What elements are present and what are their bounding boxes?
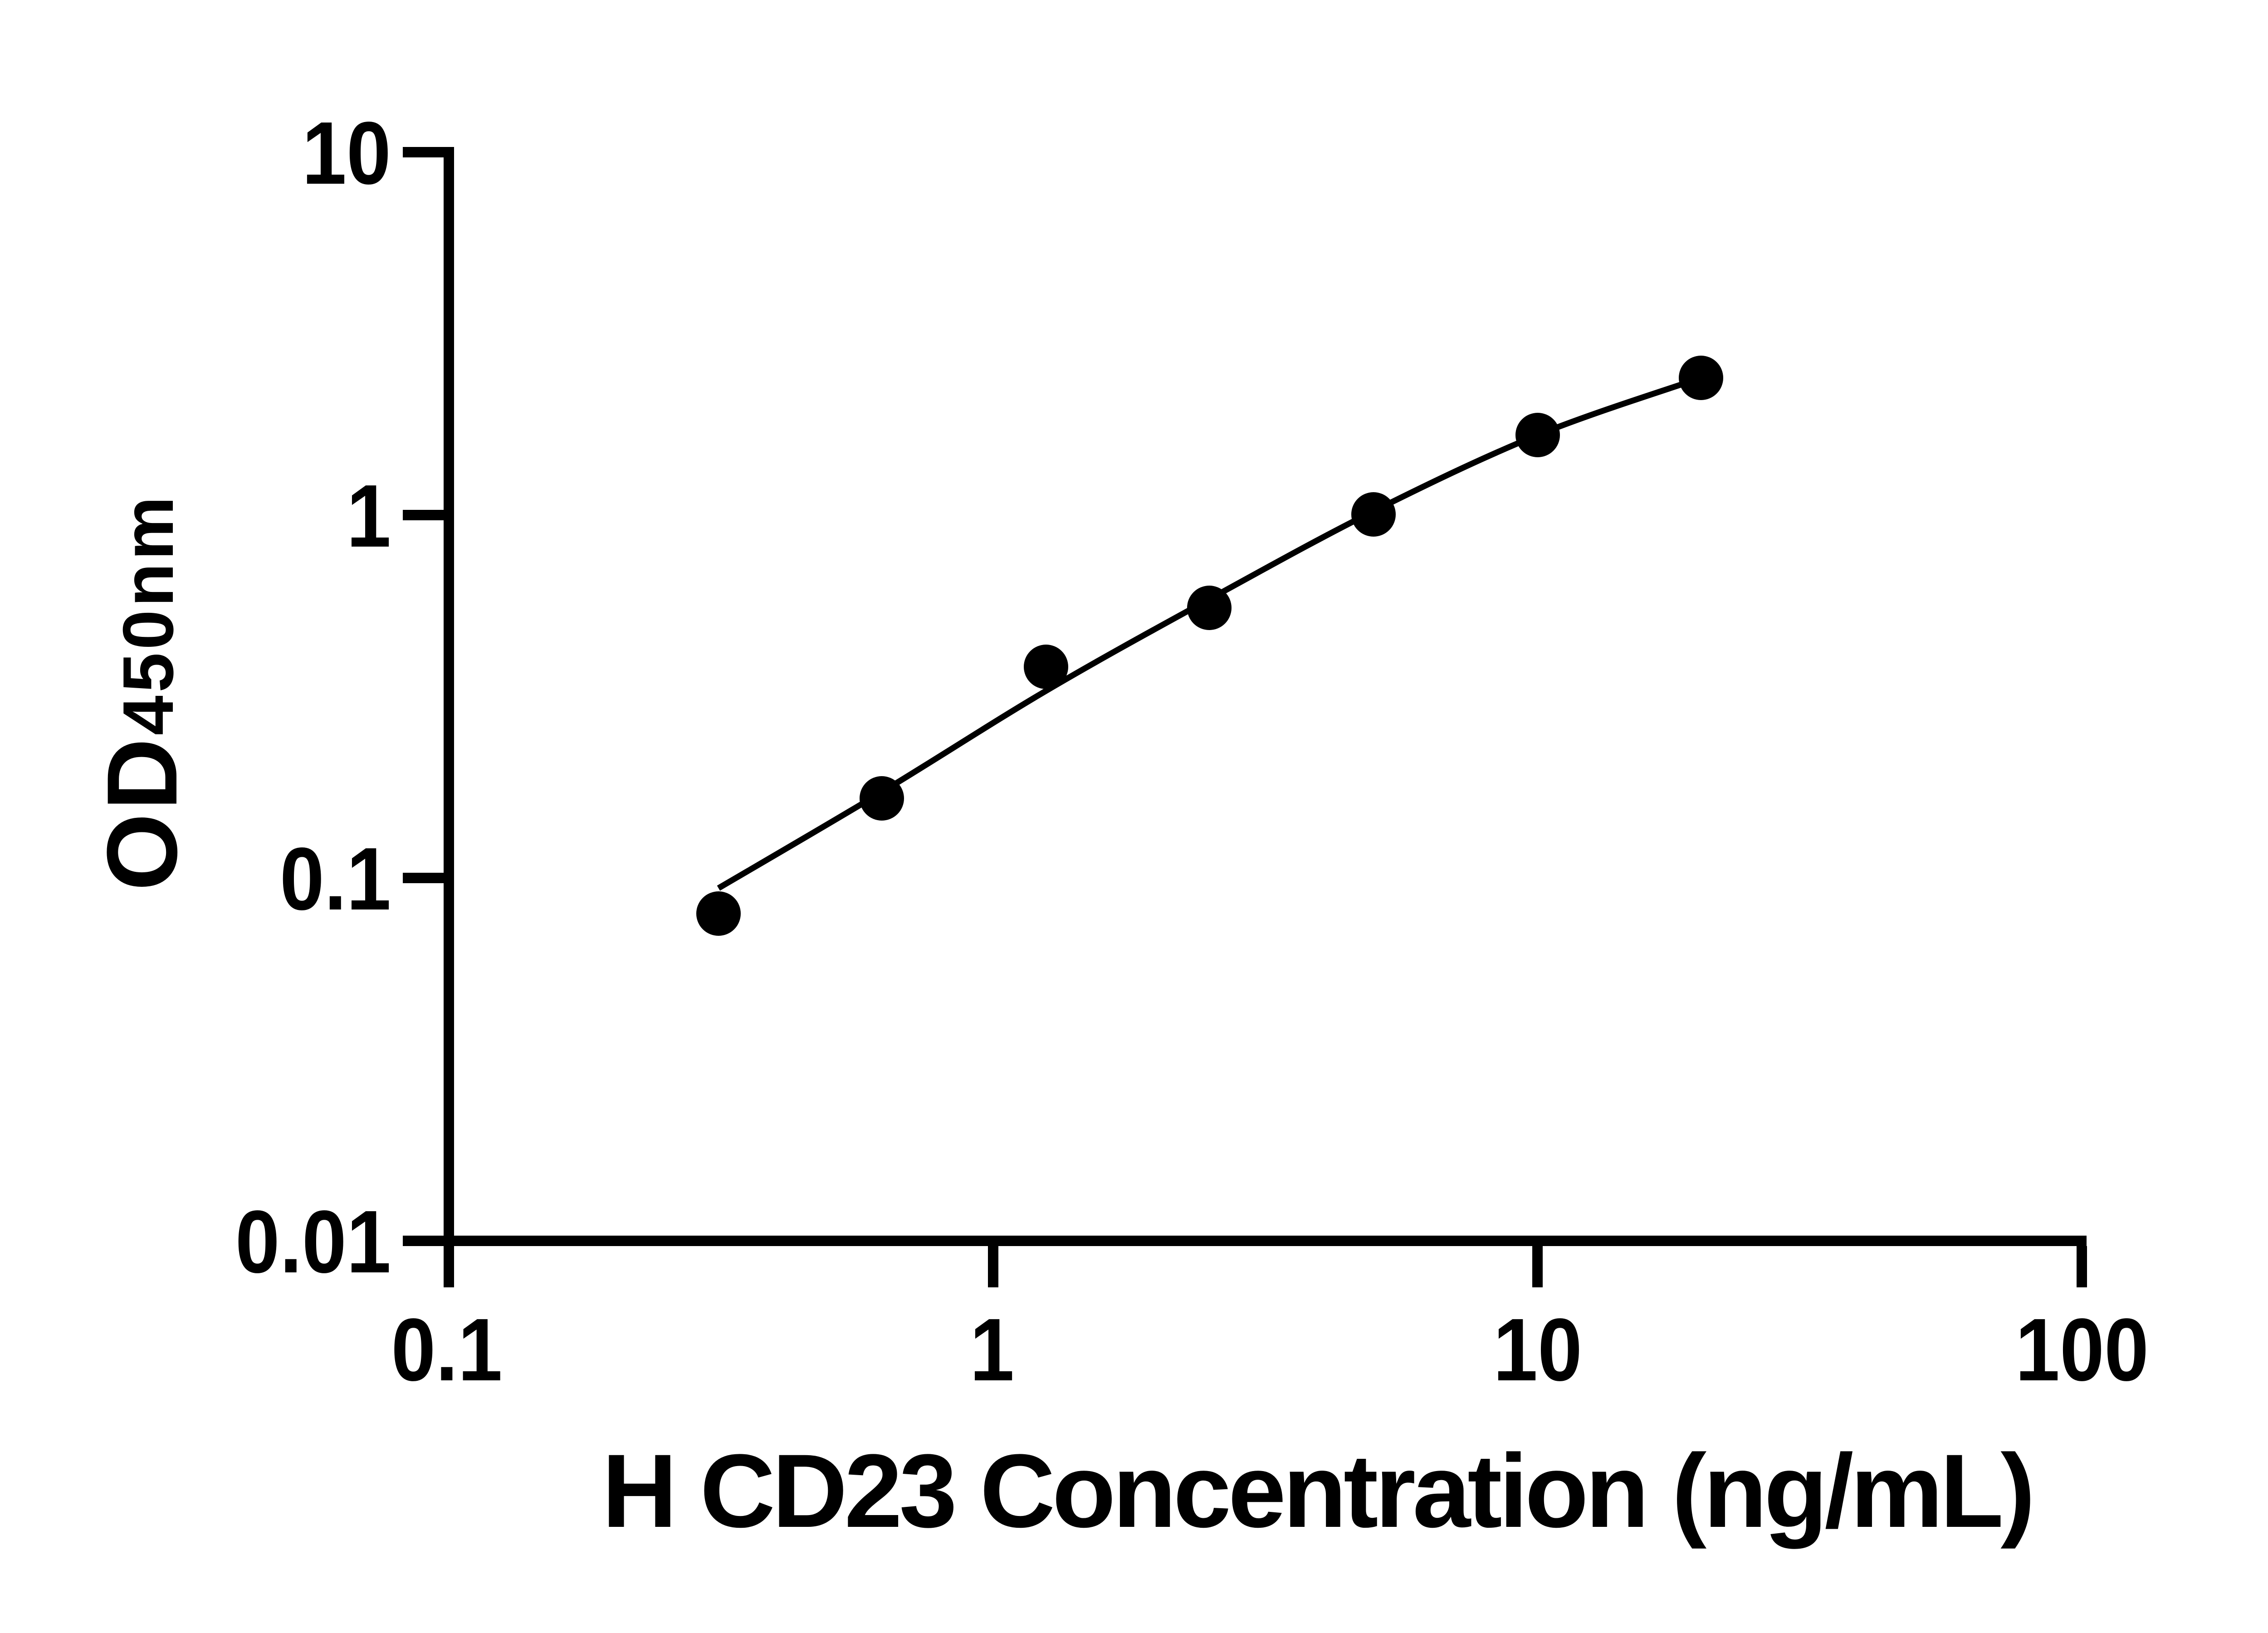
svg-text:100: 100 <box>2015 1300 2149 1399</box>
svg-text:H CD23 Concentration (ng/mL): H CD23 Concentration (ng/mL) <box>602 1433 2035 1549</box>
svg-text:10: 10 <box>1493 1300 1582 1399</box>
svg-text:0.01: 0.01 <box>235 1192 391 1291</box>
svg-text:1: 1 <box>970 1300 1014 1399</box>
svg-text:10: 10 <box>302 103 391 203</box>
svg-text:1: 1 <box>347 466 391 566</box>
svg-text:0.1: 0.1 <box>280 829 391 929</box>
svg-text:0.1: 0.1 <box>391 1300 502 1399</box>
